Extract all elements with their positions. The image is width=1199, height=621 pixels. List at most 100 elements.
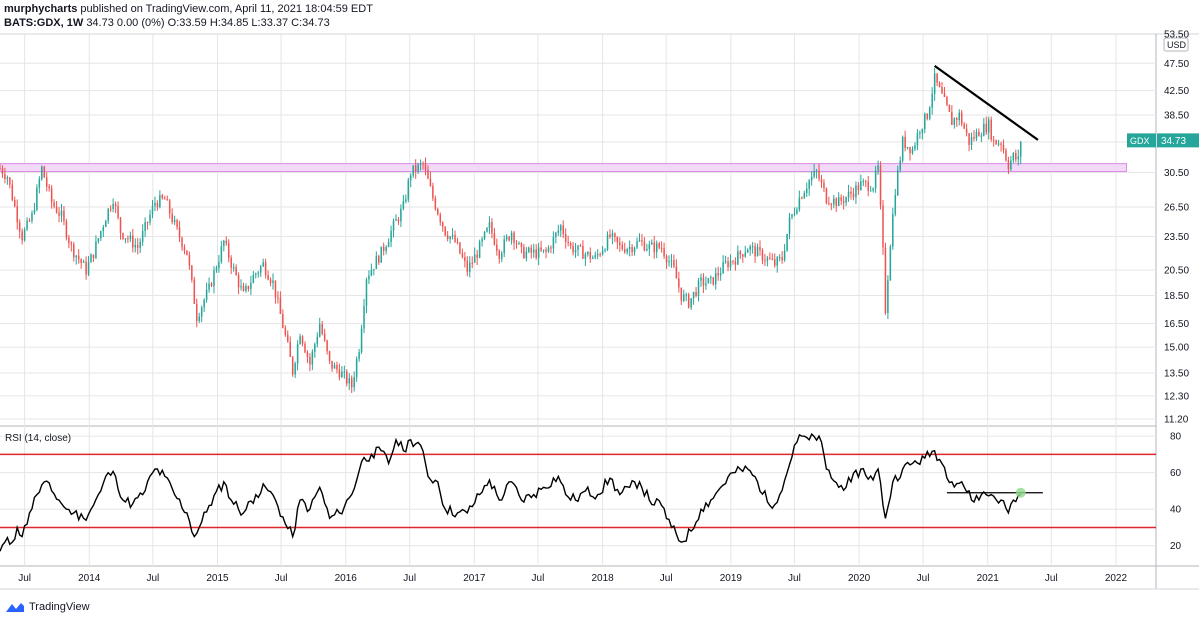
- candle-body: [862, 181, 865, 183]
- author-name[interactable]: murphycharts: [4, 3, 78, 15]
- candle-up: [648, 240, 651, 257]
- candle-body: [643, 241, 646, 251]
- candle-body: [596, 254, 599, 256]
- candle-down: [946, 95, 948, 107]
- candle-up: [710, 275, 712, 284]
- candle-down: [660, 241, 663, 253]
- candle-up: [532, 243, 535, 258]
- candle-up: [518, 241, 520, 245]
- candle-body: [77, 255, 80, 260]
- candle-up: [778, 254, 781, 262]
- candle-body: [326, 340, 328, 352]
- candle-body: [60, 210, 63, 216]
- candle-body: [380, 246, 382, 263]
- candle-down: [535, 244, 537, 260]
- candle-up: [958, 109, 960, 126]
- candle-down: [727, 257, 729, 272]
- candle-body: [304, 343, 306, 353]
- candle-body: [375, 256, 378, 270]
- candle-body: [872, 188, 874, 191]
- candle-down: [242, 282, 245, 292]
- candle-body: [820, 179, 823, 183]
- candle-body: [196, 303, 198, 321]
- candle-body: [478, 241, 481, 258]
- candle-up: [953, 117, 956, 129]
- candle-body: [461, 253, 464, 258]
- candle-body: [454, 235, 456, 242]
- candle-body: [405, 199, 407, 202]
- candle-body: [53, 202, 55, 207]
- time-tick-label: Jul: [403, 573, 416, 584]
- candle-body: [33, 209, 36, 214]
- candle-body: [899, 160, 901, 171]
- candle-up: [355, 356, 358, 382]
- candle-down: [493, 227, 496, 246]
- candle-body: [948, 104, 951, 112]
- candle-body: [924, 113, 926, 129]
- candle-body: [574, 249, 577, 253]
- candle-down: [491, 218, 493, 239]
- candle-up: [41, 165, 43, 181]
- candle-body: [36, 187, 38, 210]
- candle-body: [896, 170, 899, 195]
- candle-down: [702, 273, 705, 293]
- candle-body: [237, 275, 240, 288]
- candle-body: [606, 234, 609, 250]
- candle-down: [742, 253, 744, 263]
- candle-body: [695, 291, 697, 297]
- candle-body: [262, 262, 264, 267]
- candle-up: [872, 187, 874, 193]
- candle-down: [616, 236, 619, 250]
- symbol-info: BATS:GDX, 1W 34.73 0.00 (0%) O:33.59 H:3…: [4, 17, 330, 30]
- candle-up: [419, 159, 422, 171]
- candle-body: [830, 204, 833, 206]
- candle-up: [365, 277, 368, 314]
- candle-body: [921, 128, 924, 133]
- candle-down: [850, 186, 852, 200]
- candle-down: [771, 253, 774, 261]
- publish-info: murphycharts published on TradingView.co…: [4, 3, 373, 16]
- candle-body: [951, 111, 953, 125]
- candle-down: [830, 202, 833, 211]
- candle-body: [852, 193, 855, 198]
- candle-up: [218, 255, 220, 273]
- candle-body: [58, 212, 60, 216]
- candle-body: [441, 222, 444, 227]
- candle-down: [882, 200, 884, 255]
- candle-body: [778, 257, 781, 259]
- candle-down: [50, 185, 53, 209]
- candle-down: [835, 197, 838, 212]
- candle-body: [166, 199, 169, 201]
- candle-body: [547, 247, 550, 252]
- candle-up: [1017, 149, 1020, 166]
- candle-down: [178, 220, 181, 242]
- candle-up: [756, 243, 759, 257]
- time-tick-label: Jul: [18, 573, 31, 584]
- candle-down: [269, 277, 272, 287]
- candle-down: [761, 248, 764, 265]
- candle-up: [154, 196, 156, 212]
- candle-down: [43, 165, 46, 178]
- candle-body: [518, 242, 520, 244]
- candle-up: [528, 246, 530, 254]
- candle-body: [965, 128, 968, 134]
- symbol-label[interactable]: BATS:GDX, 1W: [4, 17, 84, 29]
- candle-down: [820, 175, 823, 188]
- candle-body: [429, 178, 432, 186]
- candle-body: [141, 230, 144, 242]
- candle-body: [941, 86, 943, 94]
- candle-down: [941, 82, 943, 95]
- candle-down: [28, 218, 31, 223]
- candle-up: [557, 224, 560, 236]
- candle-up: [478, 239, 481, 259]
- candle-body: [100, 231, 102, 239]
- candle-up: [537, 242, 540, 266]
- time-tick-label: 2015: [206, 573, 229, 584]
- candle-body: [80, 259, 82, 263]
- candle-body: [761, 250, 764, 261]
- footer-brand[interactable]: TradingView: [29, 601, 90, 613]
- candle-up: [633, 246, 636, 256]
- candle-body: [247, 285, 250, 290]
- candle-up: [899, 156, 901, 173]
